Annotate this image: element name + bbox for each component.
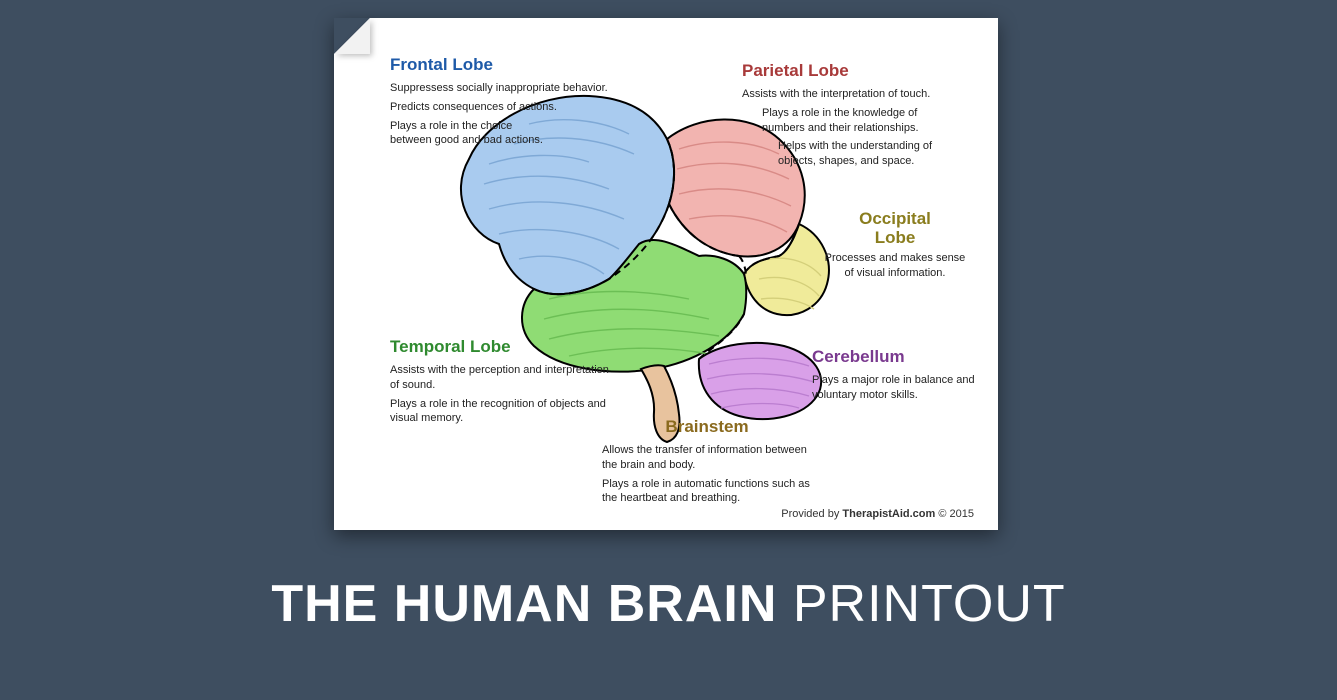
parietal-line-1: Plays a role in the knowledge of numbers…	[742, 106, 952, 136]
frontal-line-0: Suppressess socially inappropriate behav…	[390, 81, 630, 96]
cerebellum-label: Cerebellum Plays a major role in balance…	[812, 346, 982, 407]
brainstem-label: Brainstem Allows the transfer of informa…	[602, 416, 812, 510]
page-title-light: PRINTOUT	[777, 575, 1065, 633]
footer-site: TherapistAid.com	[842, 508, 935, 520]
temporal-line-1: Plays a role in the recognition of objec…	[390, 397, 620, 427]
worksheet-sheet: Frontal Lobe Suppressess socially inappr…	[334, 18, 998, 530]
page-title-bold: THE HUMAN BRAIN	[271, 575, 777, 633]
brainstem-line-0: Allows the transfer of information betwe…	[602, 443, 812, 473]
brainstem-title: Brainstem	[602, 416, 812, 439]
temporal-title: Temporal Lobe	[390, 336, 620, 359]
occipital-line-0: Processes and makes sense of visual info…	[820, 251, 970, 281]
temporal-line-0: Assists with the perception and interpre…	[390, 363, 620, 393]
frontal-line-1: Predicts consequences of actions.	[390, 100, 630, 115]
cerebellum-line-0: Plays a major role in balance and volunt…	[812, 373, 982, 403]
temporal-label: Temporal Lobe Assists with the perceptio…	[390, 336, 620, 430]
parietal-line-2: Helps with the understanding of objects,…	[742, 139, 952, 169]
frontal-label: Frontal Lobe Suppressess socially inappr…	[390, 54, 630, 152]
occipital-title: OccipitalLobe	[820, 210, 970, 247]
parietal-title: Parietal Lobe	[742, 60, 952, 83]
frontal-title: Frontal Lobe	[390, 54, 630, 77]
page-title: THE HUMAN BRAIN PRINTOUT	[0, 574, 1337, 634]
cerebellum-title: Cerebellum	[812, 346, 982, 369]
brainstem-line-1: Plays a role in automatic functions such…	[602, 477, 812, 507]
occipital-label: OccipitalLobe Processes and makes sense …	[820, 210, 970, 285]
frontal-line-2: Plays a role in the choice between good …	[390, 119, 550, 149]
parietal-line-0: Assists with the interpretation of touch…	[742, 87, 952, 102]
cerebellum-region	[699, 343, 821, 419]
parietal-label: Parietal Lobe Assists with the interpret…	[742, 60, 952, 173]
page-fold-icon	[334, 18, 370, 54]
footer-suffix: © 2015	[935, 508, 974, 520]
